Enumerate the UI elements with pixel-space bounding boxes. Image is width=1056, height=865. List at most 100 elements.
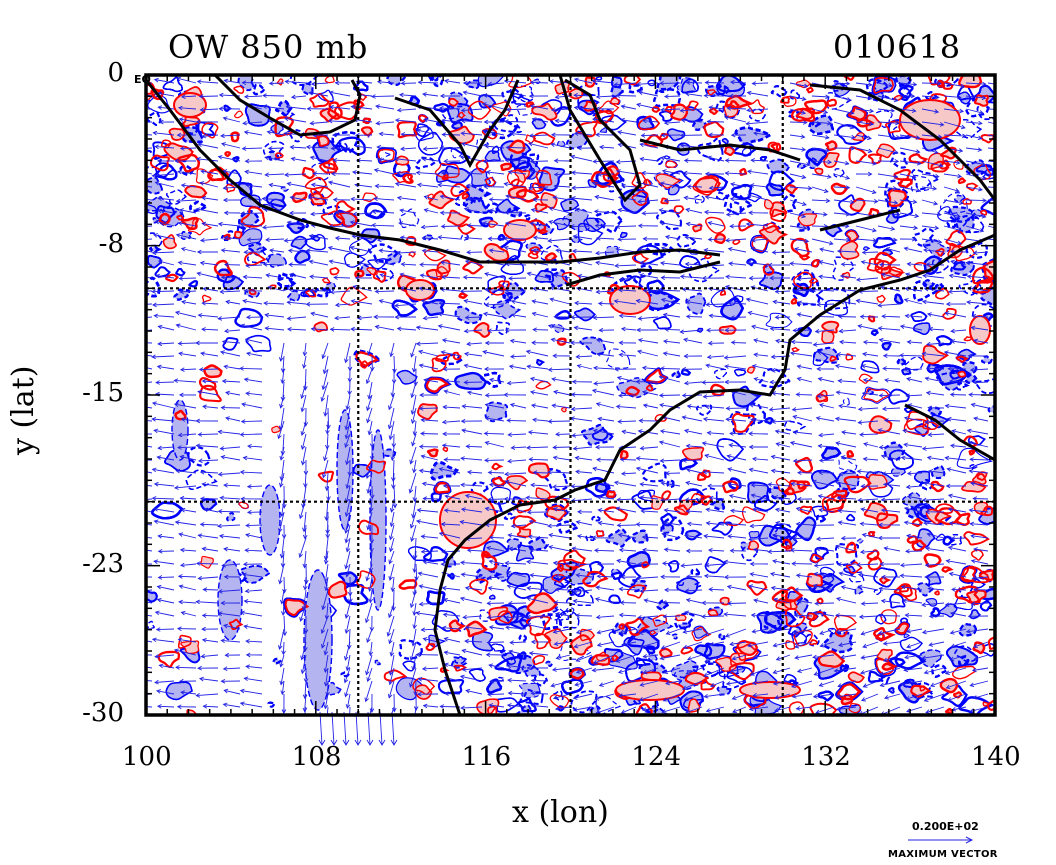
wind-vector-head: [774, 289, 780, 294]
positive-fill-blob: [881, 267, 903, 280]
wind-vector: [489, 249, 505, 253]
positive-contour: [439, 491, 497, 549]
negative-contour: [337, 571, 358, 586]
positive-contour: [876, 294, 886, 303]
wind-vector: [146, 186, 153, 188]
wind-vector: [811, 160, 832, 163]
wind-vector-head: [332, 157, 338, 163]
positive-contour: [686, 100, 699, 111]
wind-vector-head: [921, 351, 927, 357]
wind-vector-head: [707, 237, 713, 242]
wind-vector: [592, 182, 615, 188]
wind-vector: [878, 327, 901, 331]
wind-vector-head: [349, 220, 355, 225]
negative-contour: [626, 83, 643, 94]
wind-vector-head: [371, 222, 376, 228]
wind-vector: [464, 208, 483, 214]
positive-contour: [823, 152, 840, 169]
wind-vector-head: [871, 227, 877, 233]
positive-contour: [673, 205, 685, 215]
wind-vector-head: [845, 211, 851, 217]
wind-vector: [662, 170, 681, 175]
wind-vector-head: [440, 170, 446, 176]
negative-fill-blob: [560, 198, 579, 211]
wind-vector: [351, 106, 373, 110]
wind-vector-head: [376, 79, 382, 85]
negative-contour: [619, 231, 628, 239]
wind-vector-head: [636, 327, 641, 333]
wind-vector-head: [893, 237, 898, 243]
wind-vector: [242, 147, 263, 150]
positive-contour: [590, 654, 611, 666]
wind-vector-head: [529, 221, 535, 226]
wind-vector: [640, 158, 659, 162]
wind-vector: [418, 81, 439, 84]
wind-vector: [966, 262, 989, 266]
wind-vector-head: [982, 198, 987, 203]
wind-vector: [176, 324, 197, 331]
wind-vector: [811, 199, 830, 202]
positive-contour: [658, 132, 669, 141]
wind-vector: [616, 248, 637, 253]
wind-vector: [422, 158, 439, 162]
wind-vector-head: [245, 183, 251, 188]
wind-vector: [330, 106, 351, 110]
positive-contour: [707, 89, 717, 96]
wind-vector-head: [767, 262, 773, 268]
wind-vector: [641, 134, 659, 137]
wind-vector-head: [618, 313, 624, 319]
wind-vector: [943, 225, 962, 232]
wind-vector: [904, 247, 923, 253]
wind-vector: [616, 225, 637, 228]
wind-vector-head: [175, 198, 181, 204]
wind-vector: [595, 251, 615, 254]
wind-vector-head: [750, 237, 756, 243]
positive-contour: [452, 351, 462, 361]
wind-vector-head: [966, 274, 972, 279]
wind-vector-head: [330, 171, 336, 177]
wind-vector-head: [849, 199, 855, 205]
positive-contour: [654, 414, 668, 422]
wind-vector-head: [679, 133, 685, 138]
wind-vector: [886, 247, 901, 253]
wind-vector-head: [769, 326, 775, 332]
wind-vector: [789, 134, 805, 138]
negative-contour: [956, 447, 993, 469]
wind-vector: [394, 303, 417, 307]
wind-vector-head: [202, 286, 208, 292]
negative-contour: [836, 124, 869, 145]
wind-vector: [856, 277, 879, 281]
negative-contour: [570, 690, 598, 714]
wind-vector: [394, 158, 417, 162]
wind-vector-head: [439, 194, 445, 200]
wind-vector-head: [396, 170, 401, 176]
wind-vector: [444, 80, 461, 84]
wind-vector-head: [289, 195, 295, 201]
wind-vector-head: [939, 122, 945, 127]
wind-vector: [424, 209, 439, 214]
wind-vector-head: [642, 118, 647, 124]
negative-contour: [300, 291, 307, 298]
wind-vector-head: [200, 169, 206, 174]
negative-contour: [748, 530, 760, 539]
wind-vector: [877, 95, 898, 102]
negative-contour: [694, 581, 702, 588]
wind-vector-head: [827, 120, 832, 126]
wind-vector-head: [459, 155, 465, 160]
wind-vector-head: [915, 187, 921, 193]
wind-vector-head: [379, 273, 385, 278]
wind-vector: [158, 342, 175, 345]
wind-vector: [598, 302, 615, 305]
wind-vector-head: [658, 208, 664, 213]
negative-contour: [566, 607, 575, 615]
wind-vector-head: [825, 94, 830, 100]
wind-vector: [380, 274, 395, 279]
wind-vector-head: [420, 298, 426, 304]
negative-contour: [867, 670, 885, 683]
positive-contour: [623, 75, 642, 86]
positive-contour: [544, 252, 558, 262]
wind-vector-head: [370, 366, 375, 372]
wind-vector-head: [615, 247, 621, 252]
wind-vector: [146, 303, 153, 305]
wind-vector: [158, 209, 175, 214]
